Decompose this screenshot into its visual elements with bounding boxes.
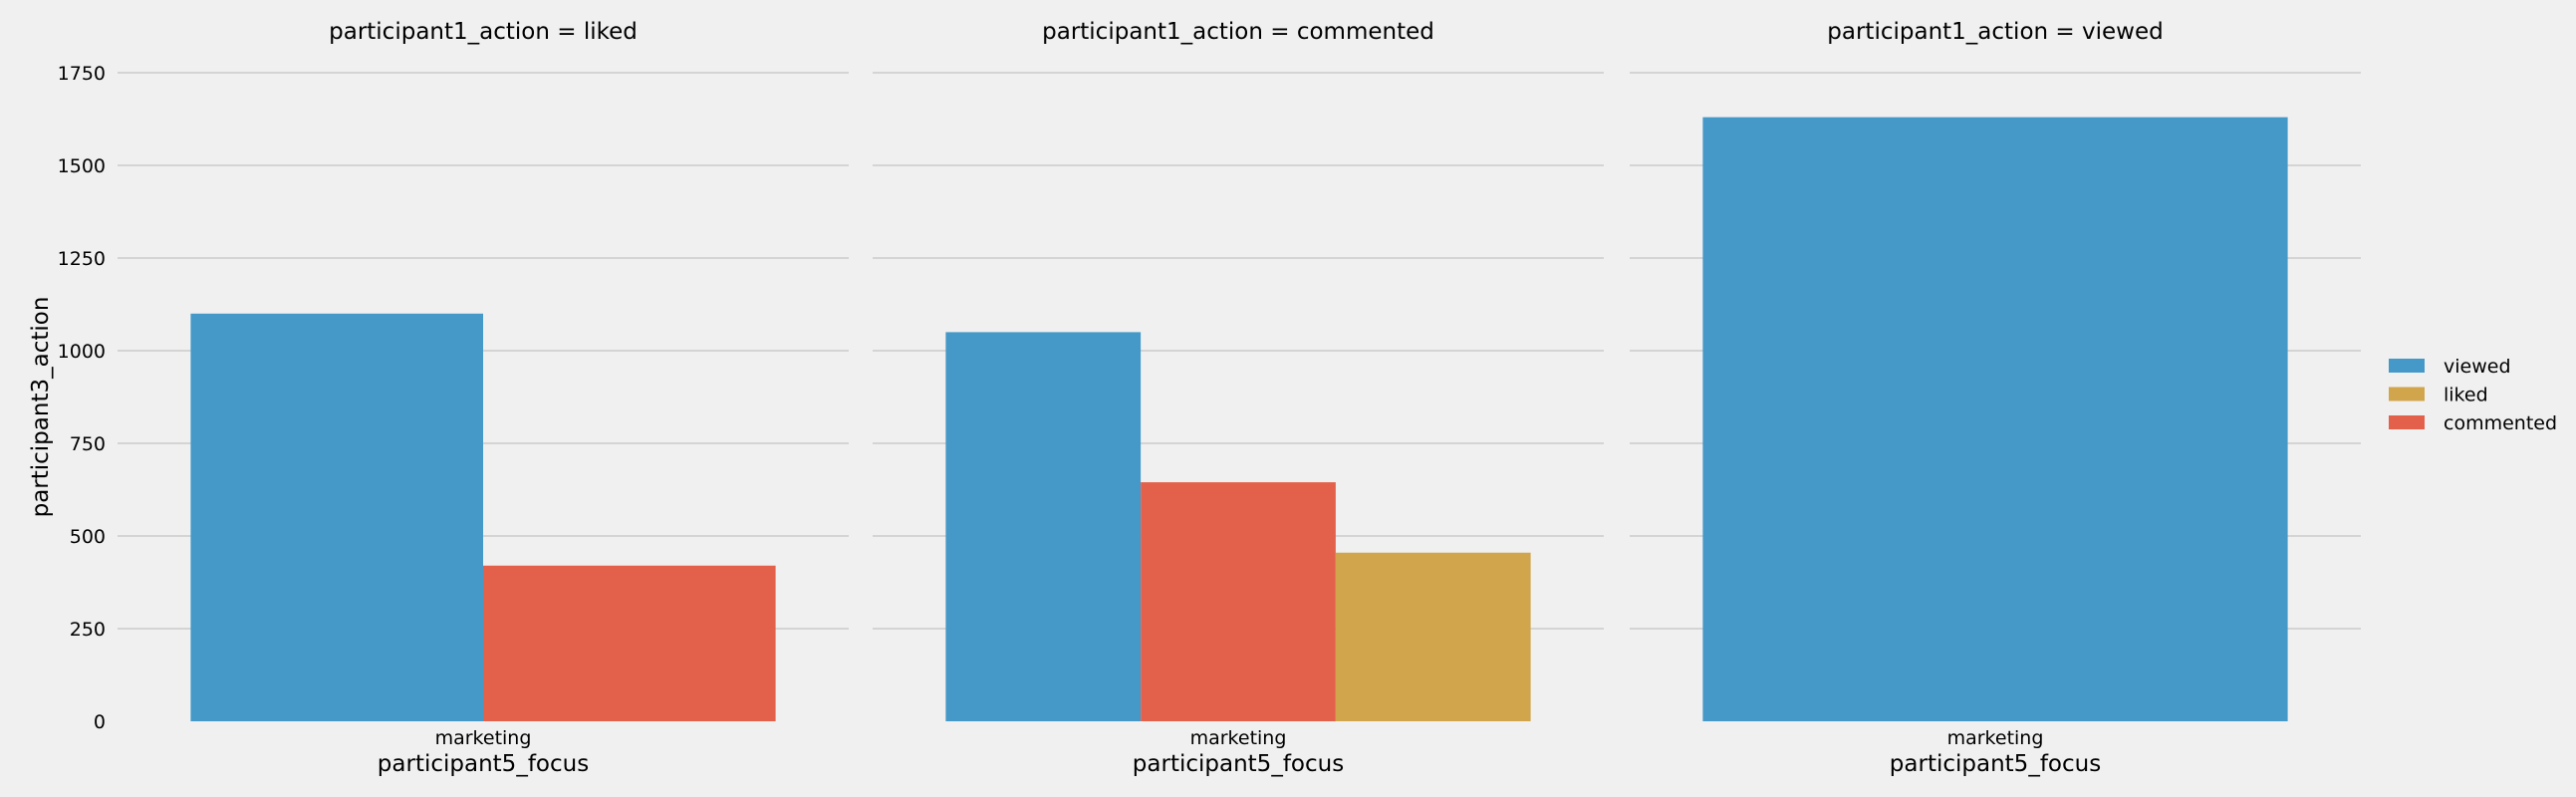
bar-liked — [1335, 552, 1531, 721]
panel-title: participant1_action = viewed — [1827, 19, 2163, 45]
panel-title: participant1_action = liked — [329, 19, 638, 45]
y-tick-label: 1500 — [58, 155, 106, 177]
y-tick-label: 750 — [70, 433, 106, 455]
y-tick-label: 1000 — [58, 341, 106, 363]
bar-commented — [1141, 482, 1336, 721]
x-tick-label: marketing — [1947, 727, 2044, 749]
legend-swatch — [2389, 415, 2425, 429]
legend-swatch — [2389, 359, 2425, 373]
y-tick-label: 500 — [70, 526, 106, 548]
y-tick-label: 0 — [94, 711, 106, 733]
x-axis-label: participant5_focus — [378, 751, 589, 777]
bar-viewed — [190, 313, 483, 721]
legend-item: commented — [2389, 412, 2557, 434]
legend-label: liked — [2444, 385, 2488, 406]
x-tick-label: marketing — [435, 727, 532, 749]
panel-3: participant1_action = viewed marketingpar… — [1630, 19, 2361, 777]
legend: viewed liked commented — [2389, 356, 2557, 434]
y-tick-label: 250 — [70, 619, 106, 641]
bar-viewed — [1702, 117, 2288, 721]
legend-label: viewed — [2444, 356, 2511, 378]
legend-item: liked — [2389, 385, 2488, 406]
panel-title: participant1_action = commented — [1042, 19, 1434, 45]
panel-2: participant1_action = commented marketing… — [873, 19, 1604, 777]
legend-label: commented — [2444, 412, 2557, 434]
y-axis-label: participant3_action — [28, 297, 54, 518]
legend-swatch — [2389, 387, 2425, 401]
bar-commented — [483, 565, 776, 721]
y-tick-label: 1250 — [58, 248, 106, 270]
y-tick-label: 1750 — [58, 63, 106, 85]
x-axis-label: participant5_focus — [1890, 751, 2101, 777]
legend-item: viewed — [2389, 356, 2511, 378]
x-axis-label: participant5_focus — [1133, 751, 1344, 777]
panels-layer: 0 250 500 750 1000 1250 1500 1750 participant3_a… — [28, 19, 2361, 777]
bar-viewed — [945, 332, 1142, 721]
x-tick-label: marketing — [1190, 727, 1287, 749]
panel-1: 0 250 500 750 1000 1250 1500 1750 participant3_a… — [28, 19, 849, 777]
